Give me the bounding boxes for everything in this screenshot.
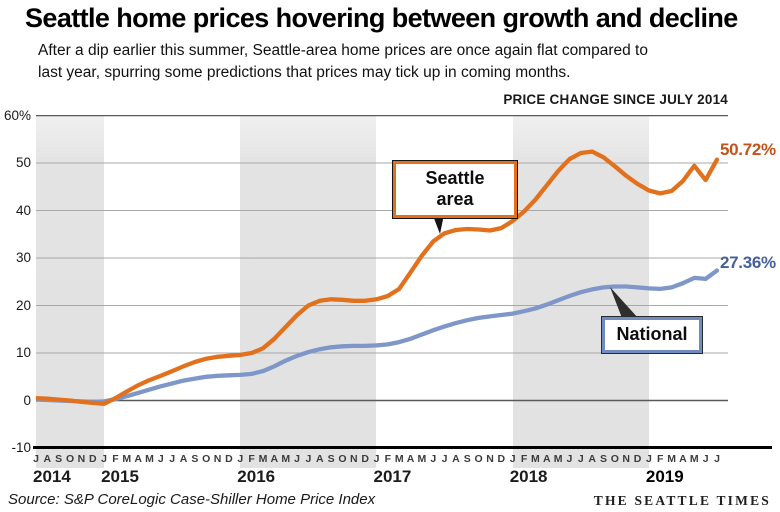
month-label: D	[497, 453, 506, 465]
month-label: M	[145, 453, 154, 465]
y-tick-0: 0	[23, 392, 31, 408]
month-label: M	[394, 453, 404, 465]
month-label: J	[509, 453, 516, 465]
subtitle-line-2: last year, spurring some predictions tha…	[38, 64, 571, 81]
month-label: M	[281, 453, 291, 465]
month-label: N	[350, 453, 358, 465]
month-label: J	[33, 453, 39, 465]
month-label: J	[305, 453, 312, 465]
y-tick--10: -10	[11, 440, 31, 455]
month-label: S	[327, 453, 335, 465]
month-label: A	[43, 453, 52, 465]
month-label: S	[191, 453, 199, 465]
month-label: M	[667, 453, 676, 465]
month-label: S	[599, 453, 608, 465]
seattle-series-callout: Seattle area	[392, 160, 518, 219]
month-label: D	[225, 453, 233, 465]
month-label: O	[65, 453, 75, 465]
year-label-2017: 2017	[373, 467, 412, 486]
month-label: A	[406, 453, 415, 465]
year-label-2014: 2014	[33, 467, 71, 486]
month-label: A	[134, 453, 142, 465]
month-label: S	[55, 453, 63, 465]
seattle-end-value-label: 50.72%	[720, 139, 776, 159]
month-label: J	[702, 453, 709, 465]
y-tick-30: 30	[15, 250, 31, 265]
month-label: J	[441, 453, 448, 465]
month-label: O	[202, 453, 211, 465]
month-label: O	[610, 453, 619, 465]
month-label: J	[566, 453, 573, 465]
month-label: J	[577, 453, 584, 465]
shaded-year-band	[240, 115, 377, 468]
y-tick-50: 50	[15, 155, 31, 170]
month-label: J	[169, 453, 176, 465]
chart-heading: PRICE CHANGE SINCE JULY 2014	[503, 92, 728, 107]
month-label: D	[633, 453, 642, 465]
month-label: J	[237, 453, 244, 465]
month-label: F	[520, 453, 528, 465]
national-line	[36, 268, 720, 405]
y-tick-60%: 60%	[3, 107, 31, 123]
month-label: M	[258, 453, 268, 465]
month-label: F	[384, 453, 392, 465]
month-label: O	[474, 453, 483, 465]
national-end-value-label: 27.36%	[720, 252, 776, 272]
year-label-2018: 2018	[509, 467, 548, 486]
month-label: M	[417, 453, 427, 465]
y-tick-40: 40	[15, 202, 31, 218]
month-label: J	[430, 453, 437, 465]
month-label: F	[657, 453, 664, 465]
year-label-2019: 2019	[645, 467, 684, 486]
month-label: J	[714, 453, 720, 465]
subtitle-line-1: After a dip earlier this summer, Seattle…	[38, 42, 648, 59]
month-label: S	[463, 453, 471, 465]
month-label: M	[122, 453, 132, 465]
national-callout-label: National	[616, 324, 688, 344]
page-title: Seattle home prices hovering between gro…	[25, 3, 738, 33]
month-label: A	[452, 453, 460, 465]
y-tick-10: 10	[15, 345, 31, 360]
month-label: M	[553, 453, 563, 465]
x-axis-baseline	[33, 446, 772, 449]
month-label: A	[270, 453, 279, 465]
month-label: M	[531, 453, 540, 465]
month-label: N	[622, 453, 630, 465]
seattle-callout-label: Seattle area	[425, 168, 485, 209]
month-label: A	[588, 453, 596, 465]
chart-subtitle: After a dip earlier this summer, Seattle…	[38, 40, 648, 84]
seattle-area-line	[36, 149, 720, 406]
source-credit: Source: S&P CoreLogic Case-Shiller Home …	[8, 491, 376, 508]
month-label: O	[338, 453, 347, 465]
month-label: N	[213, 453, 222, 465]
month-label: N	[486, 453, 494, 465]
year-label-2016: 2016	[237, 467, 276, 486]
month-label: A	[179, 453, 188, 465]
month-label: F	[248, 453, 255, 465]
line-chart-plot	[36, 115, 728, 406]
month-label: D	[361, 453, 369, 465]
year-label-2015: 2015	[101, 467, 139, 486]
y-tick-20: 20	[15, 297, 31, 313]
month-label: F	[112, 453, 119, 465]
month-label: J	[373, 453, 380, 465]
seattle-times-logo: THE SEATTLE TIMES	[593, 493, 771, 508]
month-label: A	[315, 453, 324, 465]
month-label: J	[294, 453, 300, 465]
month-label: A	[679, 453, 687, 465]
month-label: N	[77, 453, 86, 465]
national-series-callout: National	[601, 316, 703, 354]
month-label: J	[157, 453, 164, 465]
month-label: A	[542, 453, 551, 465]
month-label: J	[101, 453, 108, 465]
month-label: D	[88, 453, 97, 465]
month-label: J	[645, 453, 652, 465]
month-label: M	[689, 453, 699, 465]
shaded-year-band	[36, 115, 105, 468]
